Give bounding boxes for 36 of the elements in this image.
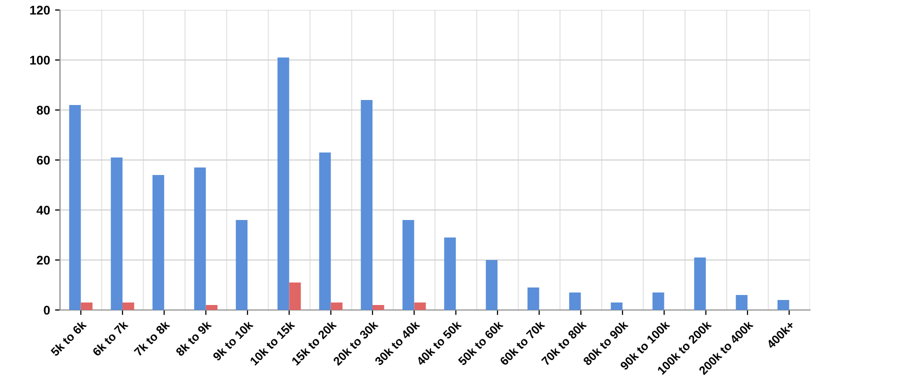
y-tick-label: 60 [36,156,50,165]
bar [289,282,301,310]
bar [80,302,92,310]
bar [69,105,81,310]
bar [278,58,290,310]
bar [486,260,498,310]
bar [360,100,372,310]
bar [206,305,218,310]
bar [569,292,581,310]
bar [652,292,664,310]
y-tick-label: 120 [30,6,50,15]
x-tick-label: 6k to 7k [92,320,129,357]
bar [694,258,706,310]
bar [610,302,622,310]
y-tick-label: 20 [36,256,50,265]
bar [402,220,414,310]
x-tick-label: 5k to 6k [50,320,87,357]
y-tick-label: 40 [36,206,50,215]
bar [194,168,206,310]
bar [778,300,790,310]
x-tick-label: 7k to 8k [133,320,170,357]
bar [122,302,134,310]
y-tick-label: 80 [36,106,50,115]
bar [110,158,122,310]
bar [236,220,248,310]
bar [330,302,342,310]
bar [152,175,164,310]
bar [414,302,426,310]
bar [319,152,331,310]
x-tick-label: 8k to 9k [175,320,212,357]
y-tick-label: 100 [30,56,50,65]
bar [736,295,748,310]
bar [444,238,456,310]
y-tick-label: 0 [44,306,50,315]
bar [372,305,384,310]
bar [528,288,540,310]
